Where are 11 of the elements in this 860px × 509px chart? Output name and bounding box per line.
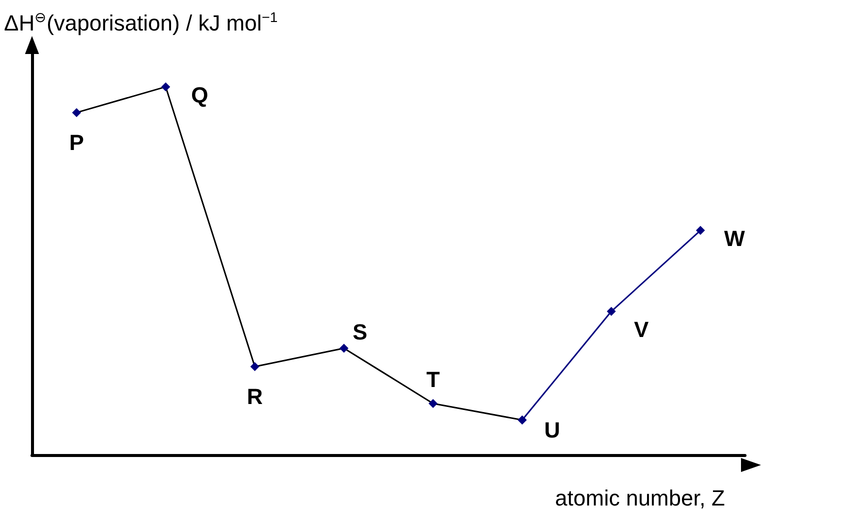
annotation: U	[544, 418, 560, 443]
annotation: W	[724, 226, 746, 251]
point	[606, 306, 616, 316]
x-axis-title: atomic number, Z	[555, 486, 725, 509]
point	[696, 226, 705, 235]
annotation: S	[352, 320, 368, 345]
annotation: P	[69, 130, 84, 156]
annotation: T	[426, 366, 440, 392]
annotation: Q	[191, 82, 208, 108]
annotation: V	[634, 316, 649, 342]
annotation: R	[246, 384, 263, 410]
